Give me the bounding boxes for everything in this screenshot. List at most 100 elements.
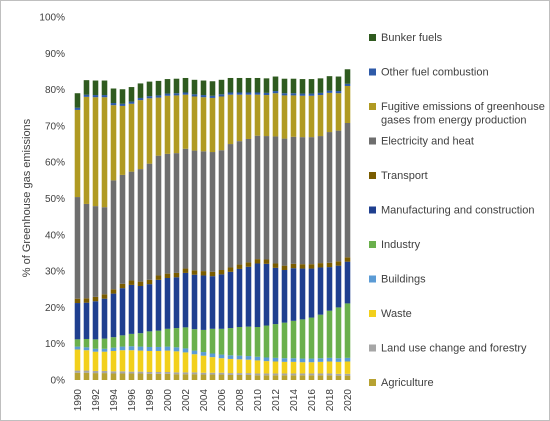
bar-segment <box>263 263 270 326</box>
bar-segment <box>92 296 99 302</box>
bar-segment <box>110 373 117 380</box>
bar-segment <box>227 328 234 356</box>
bar-segment <box>74 197 81 299</box>
bar-segment <box>83 372 90 380</box>
bar-segment <box>173 374 180 380</box>
bar-segment <box>119 89 126 104</box>
legend-label: Waste <box>381 308 412 320</box>
bar-segment <box>83 96 90 204</box>
bar-segment <box>74 346 81 350</box>
legend-label: Agriculture <box>381 377 434 389</box>
bar-segment <box>317 314 324 359</box>
x-tick-label: 2012 <box>271 389 282 412</box>
bar-segment <box>308 93 315 96</box>
bar-segment <box>128 280 135 285</box>
bar-segment <box>335 93 342 131</box>
y-tick-label: 70% <box>45 121 65 132</box>
y-tick-label: 60% <box>45 158 65 169</box>
bar-segment <box>191 150 198 271</box>
bar-segment <box>164 372 171 374</box>
bar-segment <box>254 94 261 136</box>
bar-segment <box>263 325 270 358</box>
bar-segment <box>110 180 117 290</box>
bar-segment <box>236 373 243 375</box>
legend-swatch <box>369 103 376 110</box>
x-tick-label: 2010 <box>253 389 264 412</box>
bar-segment <box>344 85 351 123</box>
bar-segment <box>326 132 333 263</box>
bar-segment <box>137 281 144 286</box>
bar-segment <box>182 94 189 149</box>
bar-segment <box>317 136 324 264</box>
bar-segment <box>101 294 108 299</box>
bar-segment <box>146 373 153 380</box>
bar-segment <box>335 358 342 362</box>
bar-segment <box>200 97 207 152</box>
bar-segment <box>173 351 180 373</box>
bar-segment <box>299 137 306 265</box>
y-axis-ticks: 0% 10% 20% 30% 40% 50% 60% 70% 80% 90% 100% <box>39 13 65 387</box>
bar-segment <box>263 92 270 96</box>
bar-segment <box>317 92 324 96</box>
bar-segment <box>137 83 144 98</box>
bar-segment <box>110 347 117 351</box>
bar-segment <box>254 259 261 264</box>
bar-segment <box>200 271 207 276</box>
bar-segment <box>254 373 261 376</box>
bar-segment <box>245 356 252 360</box>
bar-segment <box>263 136 270 260</box>
bar-segment <box>308 95 315 138</box>
bar-segment <box>344 357 351 362</box>
bar-segment <box>155 279 162 331</box>
bar-segment <box>245 374 252 380</box>
legend-swatch <box>369 137 376 145</box>
bar-segment <box>245 326 252 357</box>
bar-segment <box>209 81 216 96</box>
bar-segment <box>146 346 153 351</box>
bar-segment <box>326 262 333 268</box>
bar-segment <box>272 263 279 268</box>
legend-label: Land use change and forestry <box>381 343 527 355</box>
bar-segment <box>272 76 279 92</box>
bar-segment <box>272 324 279 358</box>
bar-segment <box>236 374 243 380</box>
legend-label: Manufacturing and construction <box>381 205 534 217</box>
bar-segment <box>227 77 234 93</box>
bar-segment <box>146 81 153 97</box>
x-tick-label: 2020 <box>343 389 354 412</box>
bar-segment <box>137 346 144 351</box>
bar-segment <box>272 373 279 376</box>
bar-segment <box>182 92 189 95</box>
bar-segment <box>218 358 225 373</box>
bar-segment <box>290 358 297 362</box>
bar-segment <box>263 95 270 137</box>
bar-segment <box>155 95 162 98</box>
bar-segment <box>326 92 333 133</box>
bar-segment <box>74 372 81 380</box>
bar-segment <box>335 76 342 92</box>
y-tick-label: 100% <box>39 13 65 24</box>
bar-segment <box>299 79 306 94</box>
bar-segment <box>218 270 225 275</box>
bar-segment <box>191 79 198 95</box>
bar-segment <box>74 109 81 198</box>
bar-segment <box>155 346 162 351</box>
bar-segment <box>281 138 288 266</box>
bar-segment <box>299 268 306 320</box>
bar-segment <box>317 267 324 315</box>
bar-segment <box>137 333 144 347</box>
bar-segment <box>137 97 144 101</box>
bar-segment <box>173 272 180 278</box>
bar-segment <box>101 95 108 98</box>
bar-segment <box>227 94 234 145</box>
bar-segment <box>209 372 216 375</box>
bar-segment <box>101 298 108 339</box>
bar-segment <box>74 107 81 110</box>
bar-segment <box>272 361 279 374</box>
bar-segment <box>173 78 180 94</box>
legend-swatch <box>369 344 376 352</box>
bar-segment <box>254 135 261 260</box>
bar-segment <box>83 94 90 97</box>
bar-segment <box>173 95 180 154</box>
bar-segment <box>164 93 171 96</box>
